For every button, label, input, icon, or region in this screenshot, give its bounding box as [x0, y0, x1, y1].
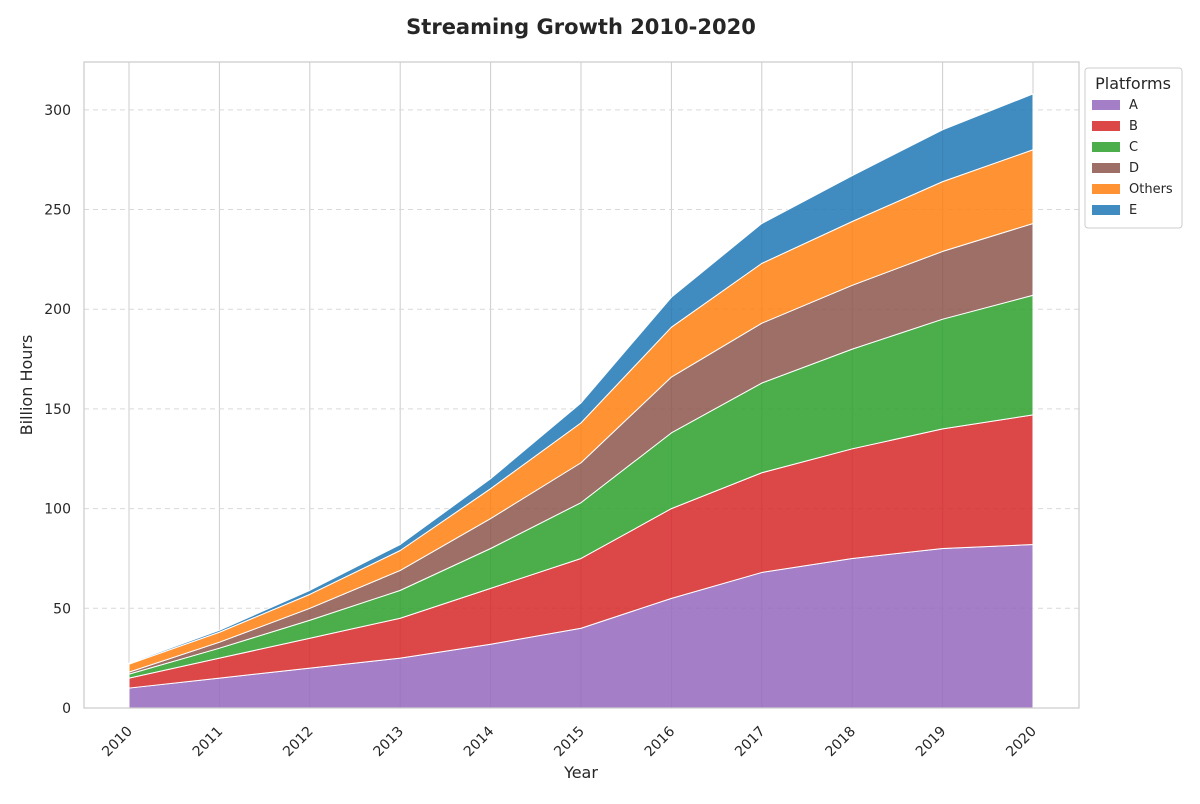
y-tick-labels: 0 50 100 150 200 250 300: [44, 103, 71, 717]
legend-label: A: [1129, 98, 1138, 113]
y-tick-label: 250: [44, 203, 71, 219]
x-tick-label: 2014: [461, 723, 498, 760]
x-tick-labels: 2010 2011 2012 2013 2014 2015 2016 2017 2018 2019…: [99, 723, 1040, 760]
legend-label: E: [1129, 203, 1137, 218]
x-axis-title: Year: [563, 763, 598, 782]
legend-label: B: [1129, 119, 1138, 134]
x-tick-label: 2012: [280, 724, 317, 761]
legend-swatch: [1092, 142, 1120, 152]
y-tick-label: 0: [62, 701, 71, 717]
y-tick-label: 300: [44, 103, 71, 119]
legend-swatch: [1092, 205, 1120, 215]
x-tick-label: 2019: [913, 724, 950, 761]
legend-label: Others: [1129, 182, 1173, 197]
y-tick-label: 150: [44, 402, 71, 418]
area-series-e: [128, 93, 1034, 665]
x-tick-label: 2020: [1003, 724, 1040, 761]
x-tick-label: 2017: [732, 724, 769, 761]
y-tick-label: 100: [44, 502, 71, 518]
x-tick-label: 2015: [551, 724, 588, 761]
legend-title: Platforms: [1095, 74, 1171, 93]
y-axis-title: Billion Hours: [17, 335, 36, 436]
legend-label: C: [1129, 140, 1138, 155]
legend-swatch: [1092, 163, 1120, 173]
legend-swatch: [1092, 100, 1120, 110]
legend-label: D: [1129, 161, 1139, 176]
legend-swatch: [1092, 121, 1120, 131]
x-tick-label: 2016: [642, 723, 679, 760]
x-tick-label: 2010: [99, 724, 136, 761]
y-tick-label: 200: [44, 302, 71, 318]
x-tick-label: 2013: [371, 724, 408, 761]
y-tick-label: 50: [53, 601, 71, 617]
chart-title: Streaming Growth 2010-2020: [406, 15, 756, 39]
area-series-layer: [128, 93, 1034, 709]
x-tick-label: 2018: [823, 724, 860, 761]
x-tick-label: 2011: [190, 724, 227, 761]
legend-swatch: [1092, 184, 1120, 194]
plot-frame: [83, 61, 1080, 709]
